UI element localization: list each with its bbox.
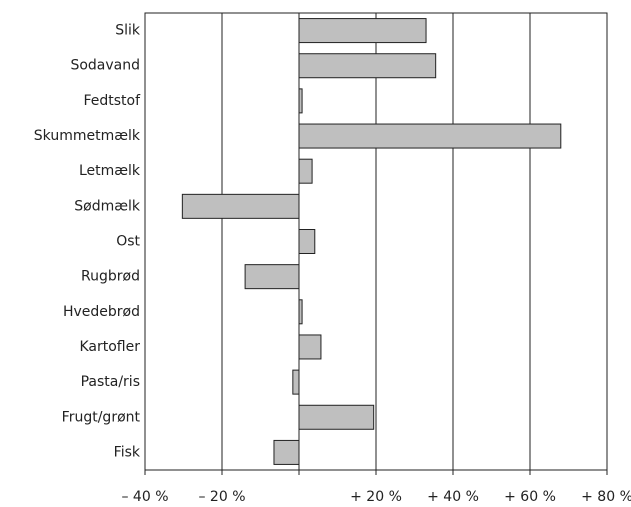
bar <box>181 193 300 219</box>
y-tick-label: Ost <box>116 234 140 250</box>
x-tick-label: + 80 % <box>581 489 631 505</box>
bar <box>298 123 562 149</box>
y-tick-label: Pasta/ris <box>81 374 140 390</box>
bar <box>298 18 427 44</box>
y-tick-label: Slik <box>115 23 141 39</box>
y-tick-label: Letmælk <box>79 163 141 179</box>
x-tick-label: + 40 % <box>427 489 479 505</box>
bar <box>298 334 322 360</box>
bar <box>292 369 300 395</box>
bar <box>298 404 375 430</box>
x-tick-label: – 20 % <box>198 489 245 505</box>
bar <box>244 264 300 290</box>
y-tick-label: Rugbrød <box>81 269 140 285</box>
bar <box>298 299 303 325</box>
bar <box>273 439 300 465</box>
y-tick-label: Kartofler <box>79 339 140 355</box>
y-tick-label: Sødmælk <box>74 198 141 214</box>
y-tick-label: Fedtstof <box>83 93 141 109</box>
y-tick-label: Hvedebrød <box>63 304 140 320</box>
y-tick-label: Fisk <box>114 444 141 460</box>
x-tick-label: + 60 % <box>504 489 556 505</box>
x-tick-label: + 20 % <box>350 489 402 505</box>
y-tick-label: Sodavand <box>70 58 140 74</box>
bar <box>298 53 437 79</box>
y-tick-label: Frugt/grønt <box>62 409 141 425</box>
x-tick-label: – 40 % <box>121 489 168 505</box>
bar <box>298 88 303 114</box>
bar <box>298 158 313 184</box>
bar <box>298 229 316 254</box>
y-tick-label: Skummetmælk <box>34 128 141 144</box>
